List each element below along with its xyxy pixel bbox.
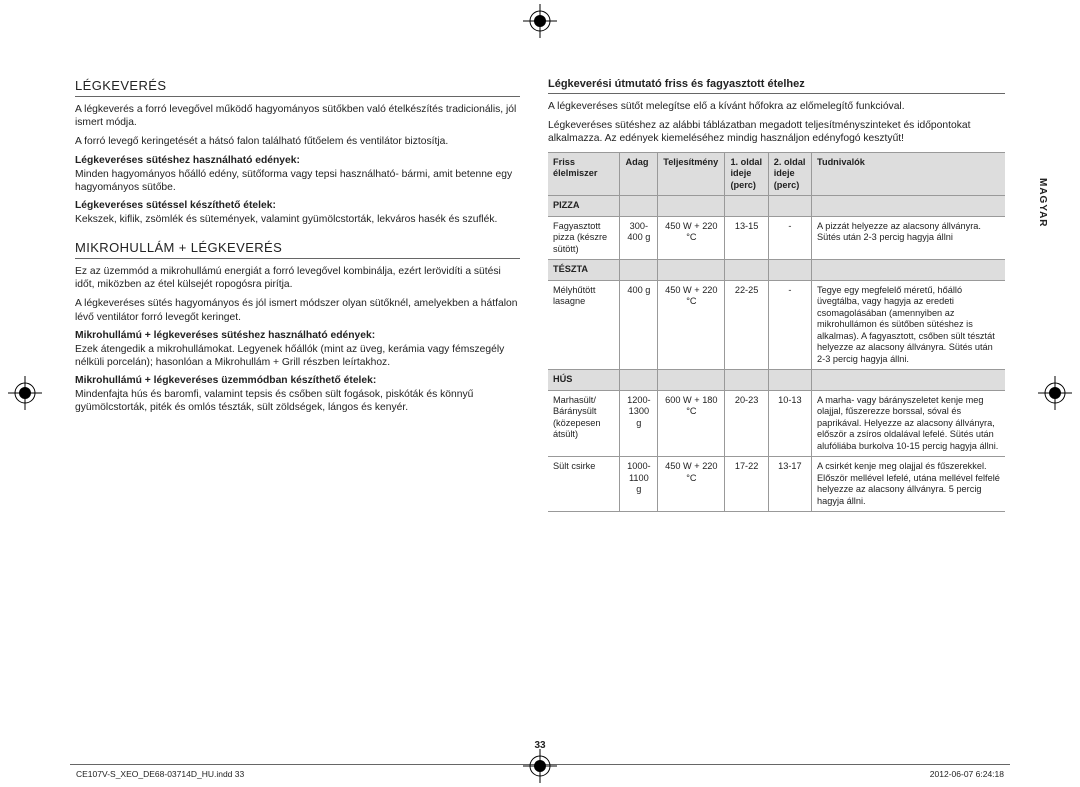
table-row: Sült csirke 1000-1100 g 450 W + 220 °C 1… [548,457,1005,512]
para: Kekszek, kiflik, zsömlék és sütemények, … [75,213,520,226]
cooking-guide-table: Friss élelmiszer Adag Teljesítmény 1. ol… [548,152,1005,513]
cell-time1: 13-15 [725,216,768,260]
table-row: Fagyasztott pizza (készre sütött) 300-40… [548,216,1005,260]
registration-mark-icon [523,749,557,783]
cell-notes: Tegye egy megfelelő méretű, hőálló üvegt… [812,280,1005,370]
th-side1: 1. oldal ideje (perc) [725,152,768,196]
th-food: Friss élelmiszer [548,152,620,196]
left-column: LÉGKEVERÉS A légkeverés a forró levegőve… [75,78,520,512]
subhead: Légkeveréses sütéshez használható edénye… [75,155,520,166]
cell-notes: A pizzát helyezze az alacsony állványra.… [812,216,1005,260]
cell-portion: 1000-1100 g [620,457,658,512]
cell-time2: - [768,280,811,370]
subhead: Mikrohullámú + légkeveréses üzemmódban k… [75,375,520,386]
cell-power: 600 W + 180 °C [658,390,725,457]
cell-portion: 400 g [620,280,658,370]
cell-portion: 1200-1300 g [620,390,658,457]
cell-time2: 13-17 [768,457,811,512]
para: A légkeveréses sütés hagyományos és jól … [75,297,520,323]
language-tab: MAGYAR [1037,178,1048,228]
cell-notes: A csirkét kenje meg olajjal és fűszerekk… [812,457,1005,512]
cell-food: Marhasült/ Báránysült (közepesen átsült) [548,390,620,457]
category-row-hus: HÚS [548,370,1005,391]
cell-time2: 10-13 [768,390,811,457]
heading-mikro-legkeveres: MIKROHULLÁM + LÉGKEVERÉS [75,240,520,255]
cell-food: Sült csirke [548,457,620,512]
cell-time2: - [768,216,811,260]
right-column: Légkeverési útmutató friss és fagyasztot… [548,78,1005,512]
subhead: Légkeveréses sütéssel készíthető ételek: [75,200,520,211]
para: Ezek átengedik a mikrohullámokat. Legyen… [75,343,520,369]
table-header-row: Friss élelmiszer Adag Teljesítmény 1. ol… [548,152,1005,196]
cell-food: Fagyasztott pizza (készre sütött) [548,216,620,260]
cell-power: 450 W + 220 °C [658,457,725,512]
th-portion: Adag [620,152,658,196]
divider [548,93,1005,94]
divider [75,96,520,97]
footer-timestamp: 2012-06-07 6:24:18 [930,769,1004,779]
para: Mindenfajta hús és baromfi, valamint tep… [75,388,520,414]
cell-portion: 300-400 g [620,216,658,260]
cell-time1: 20-23 [725,390,768,457]
para: Minden hagyományos hőálló edény, sütőfor… [75,168,520,194]
para: Légkeveréses sütéshez az alábbi táblázat… [548,119,1005,145]
cell-power: 450 W + 220 °C [658,280,725,370]
cell-time1: 22-25 [725,280,768,370]
para: A légkeveréses sütőt melegítse elő a kív… [548,100,1005,113]
category-label: PIZZA [548,196,620,217]
registration-mark-icon [1038,376,1072,410]
para: Ez az üzemmód a mikrohullámú energiát a … [75,265,520,291]
heading-legkeveres: LÉGKEVERÉS [75,78,520,93]
cell-notes: A marha- vagy bárányszeletet kenje meg o… [812,390,1005,457]
category-label: TÉSZTA [548,260,620,281]
category-row-pizza: PIZZA [548,196,1005,217]
table-row: Mélyhűtött lasagne 400 g 450 W + 220 °C … [548,280,1005,370]
para: A légkeverés a forró levegővel működő ha… [75,103,520,129]
cell-food: Mélyhűtött lasagne [548,280,620,370]
registration-mark-icon [8,376,42,410]
category-row-teszta: TÉSZTA [548,260,1005,281]
divider [75,258,520,259]
th-side2: 2. oldal ideje (perc) [768,152,811,196]
para: A forró levegő keringetését a hátsó falo… [75,135,520,148]
table-row: Marhasült/ Báránysült (közepesen átsült)… [548,390,1005,457]
footer-filename: CE107V-S_XEO_DE68-03714D_HU.indd 33 [76,769,244,779]
th-notes: Tudnivalók [812,152,1005,196]
th-power: Teljesítmény [658,152,725,196]
subhead: Mikrohullámú + légkeveréses sütéshez has… [75,330,520,341]
cell-power: 450 W + 220 °C [658,216,725,260]
guide-title: Légkeverési útmutató friss és fagyasztot… [548,78,1005,90]
registration-mark-icon [523,4,557,38]
cell-time1: 17-22 [725,457,768,512]
category-label: HÚS [548,370,620,391]
